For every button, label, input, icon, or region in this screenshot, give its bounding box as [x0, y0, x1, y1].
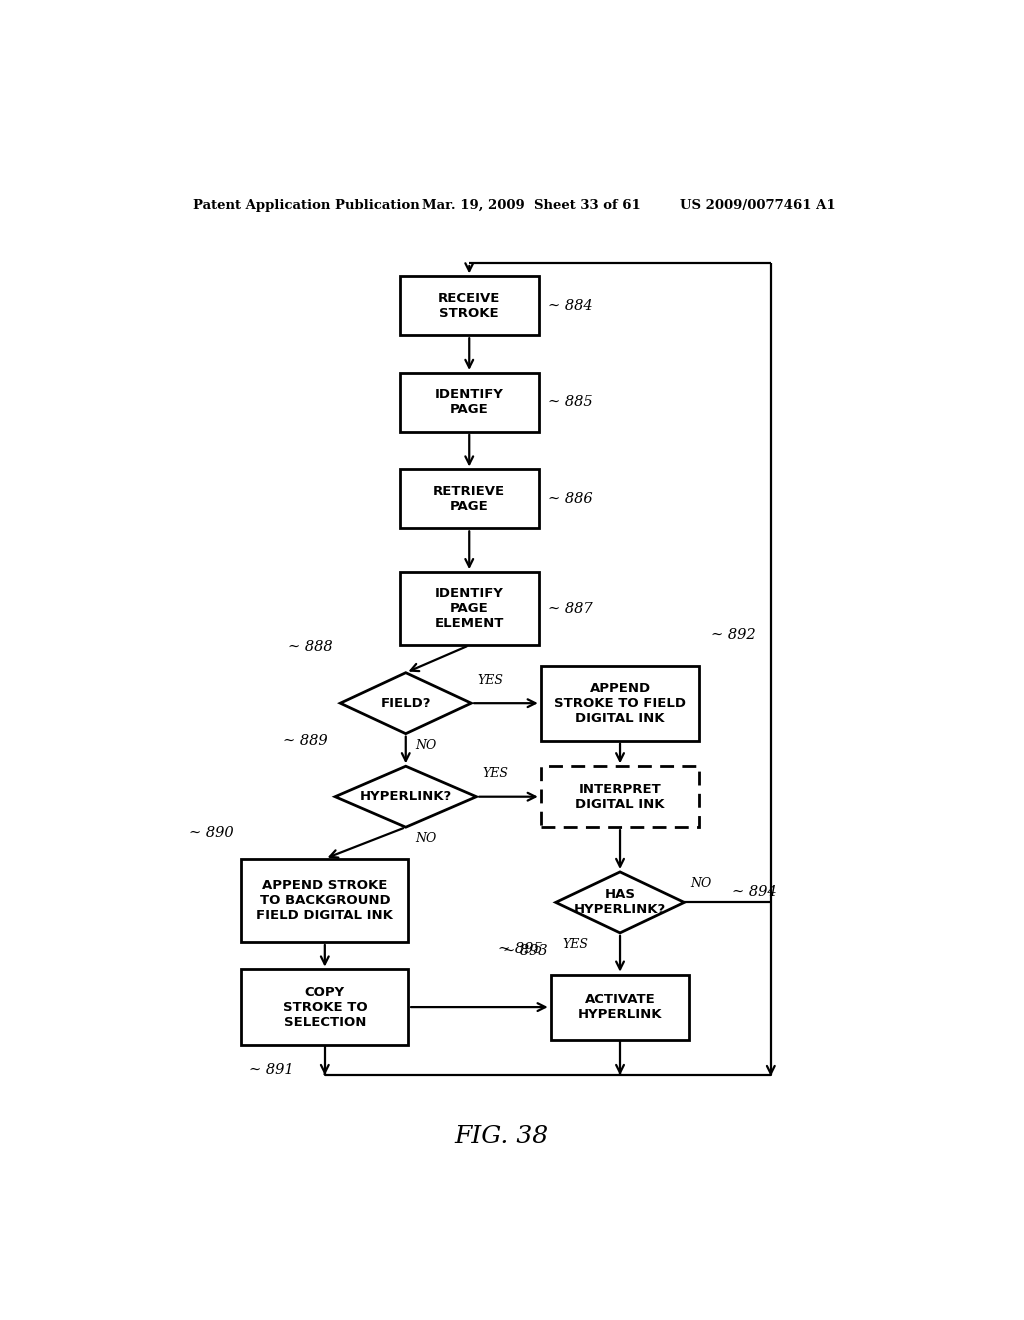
Text: ∼ 887: ∼ 887 — [548, 602, 593, 615]
Text: ∼ 892: ∼ 892 — [712, 628, 756, 642]
Text: ∼ 893: ∼ 893 — [503, 944, 548, 958]
Text: ∼ 890: ∼ 890 — [188, 826, 233, 841]
Text: HYPERLINK?: HYPERLINK? — [359, 791, 452, 803]
Text: ∼ 894: ∼ 894 — [732, 886, 776, 899]
Text: RETRIEVE
PAGE: RETRIEVE PAGE — [433, 484, 505, 513]
Text: ∼ 888: ∼ 888 — [288, 640, 333, 655]
Text: HAS
HYPERLINK?: HAS HYPERLINK? — [573, 888, 667, 916]
Text: ∼ 884: ∼ 884 — [548, 298, 593, 313]
Text: FIG. 38: FIG. 38 — [454, 1125, 548, 1147]
Text: ∼ 886: ∼ 886 — [548, 492, 593, 506]
Text: Patent Application Publication: Patent Application Publication — [194, 199, 420, 213]
Text: YES: YES — [482, 767, 509, 780]
Bar — [399, 572, 539, 645]
Text: COPY
STROKE TO
SELECTION: COPY STROKE TO SELECTION — [283, 986, 368, 1028]
Bar — [551, 974, 689, 1040]
Text: Mar. 19, 2009  Sheet 33 of 61: Mar. 19, 2009 Sheet 33 of 61 — [422, 199, 640, 213]
Bar — [242, 859, 409, 942]
Text: YES: YES — [477, 675, 504, 686]
Text: ∼ 891: ∼ 891 — [250, 1063, 294, 1077]
Bar — [399, 470, 539, 528]
Bar — [399, 276, 539, 335]
Text: INTERPRET
DIGITAL INK: INTERPRET DIGITAL INK — [575, 783, 665, 810]
Text: RECEIVE
STROKE: RECEIVE STROKE — [438, 292, 501, 319]
Text: NO: NO — [416, 833, 436, 845]
Text: IDENTIFY
PAGE
ELEMENT: IDENTIFY PAGE ELEMENT — [434, 587, 504, 630]
Text: NO: NO — [690, 878, 712, 890]
Text: APPEND STROKE
TO BACKGROUND
FIELD DIGITAL INK: APPEND STROKE TO BACKGROUND FIELD DIGITA… — [256, 879, 393, 921]
Text: FIELD?: FIELD? — [381, 697, 431, 710]
Text: ACTIVATE
HYPERLINK: ACTIVATE HYPERLINK — [578, 993, 663, 1022]
Text: US 2009/0077461 A1: US 2009/0077461 A1 — [680, 199, 836, 213]
Text: YES: YES — [562, 939, 589, 950]
Text: ∼ 889: ∼ 889 — [283, 734, 328, 748]
Bar — [242, 969, 409, 1044]
Bar — [541, 766, 699, 828]
Bar — [399, 372, 539, 432]
Text: IDENTIFY
PAGE: IDENTIFY PAGE — [435, 388, 504, 416]
Bar — [541, 665, 699, 741]
Text: ∼ 885: ∼ 885 — [548, 395, 593, 409]
Text: APPEND
STROKE TO FIELD
DIGITAL INK: APPEND STROKE TO FIELD DIGITAL INK — [554, 681, 686, 725]
Text: NO: NO — [416, 739, 436, 752]
Text: ∼ 895: ∼ 895 — [498, 942, 543, 956]
